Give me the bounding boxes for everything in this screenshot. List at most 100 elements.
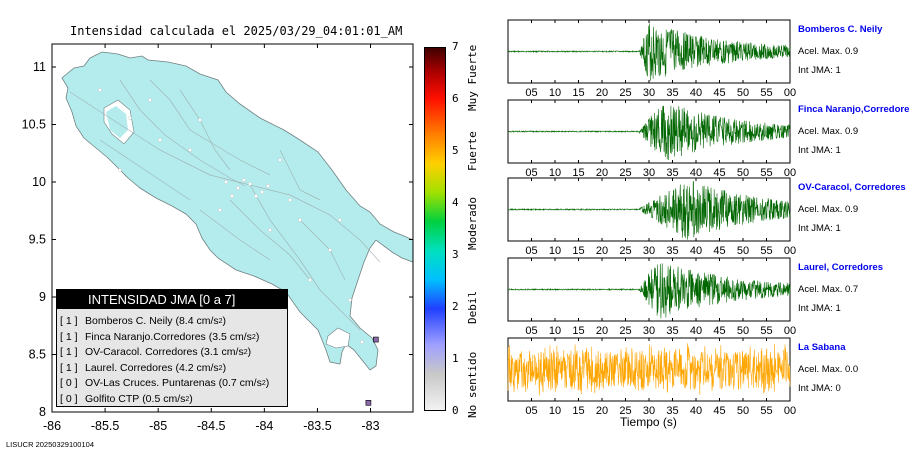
waveform-xtick-label: 30 <box>643 167 655 179</box>
town-marker <box>254 194 258 198</box>
map-xtick-label: -86 <box>43 419 61 433</box>
legend-row-accel: (3.5 cm/s <box>208 330 252 343</box>
waveform-xtick-label: 35 <box>666 87 678 99</box>
road-line <box>199 209 271 261</box>
colorbar-tick-label: 0 <box>452 404 459 417</box>
legend-row-paren: ) <box>222 315 227 327</box>
legend-row-station: Finca Naranjo.Corredores <box>85 330 206 343</box>
waveform-xtick-label: 10 <box>549 405 561 417</box>
town-marker <box>348 298 352 302</box>
costa-rica-landmass <box>61 51 414 371</box>
waveform-xtick-label: 30 <box>643 405 655 417</box>
map-xtick-label: -83 <box>361 419 379 433</box>
golfo-dulce <box>325 327 351 349</box>
station-name: La Sabana <box>798 342 846 353</box>
legend-row: [ 0 ] OV-Las Cruces. Puntarenas (0.7 cm/s… <box>60 376 287 392</box>
road-line <box>249 184 361 331</box>
waveform-trace <box>507 105 791 161</box>
map-ytick-label: 11 <box>33 60 46 74</box>
station-max-accel: Acel. Max. 0.9 <box>798 46 859 57</box>
road-line <box>279 149 321 201</box>
road-line <box>149 79 271 176</box>
waveform-x-axis-label: Tiempo (s) <box>620 415 677 429</box>
waveform-xtick-label: 25 <box>619 87 631 99</box>
waveform-xtick-label: 45 <box>713 167 725 179</box>
legend-row-station: OV-Caracol. Corredores <box>85 346 198 359</box>
legend-row: [ 1 ] Finca Naranjo.Corredores (3.5 cm/s2… <box>60 330 287 346</box>
waveform-xtick-label: 20 <box>596 325 608 337</box>
legend-row-accel: (0.7 cm/s <box>218 377 262 390</box>
waveform-xtick-label: 20 <box>596 405 608 417</box>
legend-row-paren: ) <box>265 377 270 390</box>
town-marker <box>360 340 364 344</box>
town-marker <box>128 116 132 120</box>
station-jma-intensity: Int JMA: 0 <box>798 383 841 394</box>
waveform-trace <box>508 23 791 81</box>
intensity-colorbar <box>424 47 446 411</box>
station-jma-intensity: Int JMA: 1 <box>798 303 841 314</box>
road-line <box>119 79 246 187</box>
legend-row-intensity: [ 1 ] <box>60 346 78 359</box>
legend-row-intensity: [ 0 ] <box>60 392 78 405</box>
waveform-xtick-label: 25 <box>619 167 631 179</box>
legend-row-accel: (4.2 cm/s <box>175 361 219 374</box>
map-xtick-label: -83.5 <box>303 419 332 433</box>
waveform-xtick-label: 05 <box>525 325 537 337</box>
town-marker <box>288 198 292 202</box>
town-marker <box>98 88 102 92</box>
waveform-xtick-label: 30 <box>643 245 655 257</box>
intensity-legend: INTENSIDAD JMA [0 a 7] [ 1 ] Bomberos C. … <box>56 289 288 407</box>
map-frame <box>51 43 414 413</box>
map-title: Intensidad calculada el 2025/03/29_04:01… <box>70 24 403 38</box>
waveform-xtick-label: 00 <box>784 87 796 99</box>
station-name: OV-Caracol, Corredores <box>798 182 906 193</box>
waveform-xtick-label: 05 <box>525 245 537 257</box>
town-marker <box>198 118 202 122</box>
map-xtick-label: -84 <box>255 419 273 433</box>
town-marker <box>236 186 240 190</box>
legend-row-paren: ) <box>189 392 193 405</box>
waveform-xtick-label: 30 <box>643 87 655 99</box>
footer-id: LISUCR 20250329100104 <box>6 440 94 449</box>
waveform-xtick-label: 55 <box>760 87 772 99</box>
town-marker <box>118 168 122 172</box>
waveform-xtick-label: 40 <box>690 245 702 257</box>
legend-row-intensity: [ 0 ] <box>60 377 78 390</box>
map-ytick-label: 10.5 <box>22 118 46 132</box>
colorbar-tick-label: 1 <box>452 352 459 365</box>
waveform-xtick-label: 10 <box>549 245 561 257</box>
legend-row-unit-exponent: 2 <box>185 395 190 403</box>
waveform-xtick-label: 00 <box>784 405 796 417</box>
waveform-xtick-label: 05 <box>525 87 537 99</box>
town-marker <box>148 98 152 102</box>
waveform-xtick-label: 25 <box>619 325 631 337</box>
legend-row-station: Golfito CTP <box>85 392 140 405</box>
waveform-xtick-label: 35 <box>666 405 678 417</box>
colorbar-tick-label: 3 <box>452 248 459 261</box>
waveform-xtick-label: 00 <box>784 325 796 337</box>
colorbar-tick-label: 2 <box>452 300 459 313</box>
town-marker <box>188 148 192 152</box>
town-marker <box>298 218 302 222</box>
colorbar-tick-label: 6 <box>452 92 459 105</box>
station-marker <box>373 336 379 343</box>
nicoya-inner <box>106 106 128 138</box>
waveform-xtick-label: 25 <box>619 405 631 417</box>
map-xtick-label: -85 <box>149 419 167 433</box>
town-marker <box>278 158 282 162</box>
waveform-xtick-label: 30 <box>643 325 655 337</box>
waveform-xtick-label: 20 <box>596 167 608 179</box>
waveform-xtick-label: 45 <box>713 405 725 417</box>
legend-row: [ 1 ] Bomberos C. Neily (8.4 cm/s2) <box>60 314 287 330</box>
map-xtick-label: -84.5 <box>197 419 226 433</box>
station-jma-intensity: Int JMA: 1 <box>798 145 841 156</box>
waveform-xtick-label: 35 <box>666 167 678 179</box>
station-max-accel: Acel. Max. 0.0 <box>798 364 859 375</box>
waveform-xtick-label: 55 <box>760 405 772 417</box>
waveform-xtick-label: 40 <box>690 405 702 417</box>
waveform-xtick-label: 45 <box>713 325 725 337</box>
station-max-accel: Acel. Max. 0.9 <box>798 204 859 215</box>
waveform-xtick-label: 00 <box>784 167 796 179</box>
waveform-xtick-label: 45 <box>713 245 725 257</box>
